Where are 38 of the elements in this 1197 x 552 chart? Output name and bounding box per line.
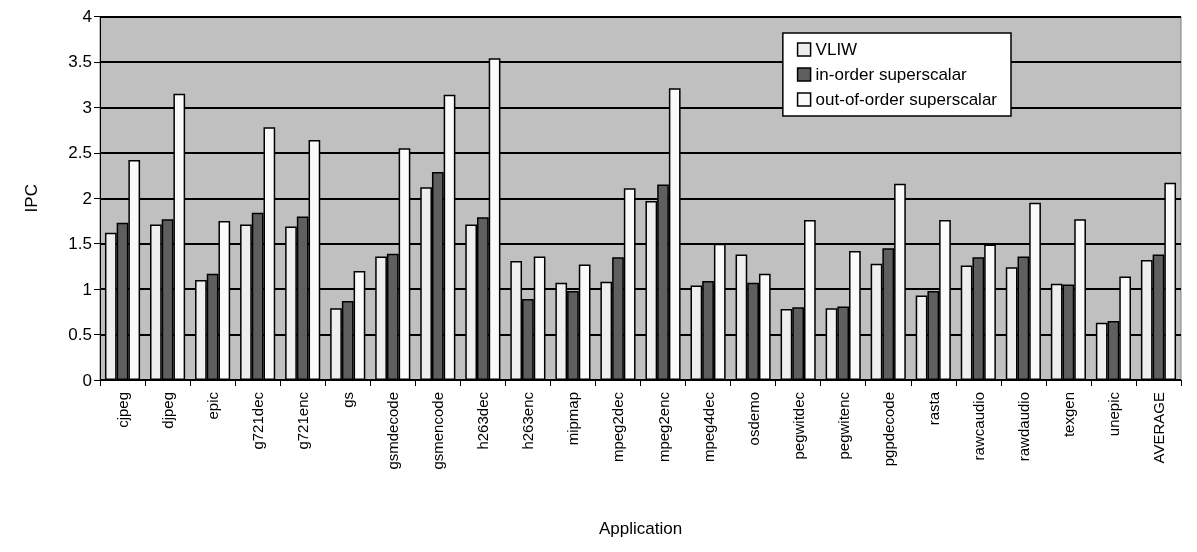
x-tick-label: mpeg4dec [699,391,717,463]
y-tick-label: 0.5 [68,325,92,345]
x-tick-label: unepic [1104,391,1122,437]
legend-label: in-order superscalar [815,65,968,84]
x-tick-label: g721dec [249,391,267,450]
y-tick-label: 0 [82,370,92,390]
x-tick-label: texgen [1059,392,1077,438]
y-tick-label: 3.5 [68,52,92,72]
x-tick-label: pegwitdec [789,391,807,460]
x-tick-label: h263enc [519,391,537,450]
x-tick-label: osdemo [744,392,762,446]
x-tick-label: djpeg [159,392,177,429]
x-axis-title: Application [598,519,683,538]
y-tick-label: 1.5 [68,234,92,254]
x-tick-label: g721enc [294,391,312,450]
x-tick-label: rasta [924,391,942,426]
x-tick-label: epic [204,391,222,420]
x-tick-label: gs [339,392,357,408]
legend-label: out-of-order superscalar [815,90,998,109]
x-tick-label: AVERAGE [1149,392,1167,464]
x-tick-label: pegwitenc [834,391,852,460]
y-tick-label: 2 [82,188,92,208]
y-axis-title: IPC [22,184,41,213]
x-tick-label: cjpeg [114,392,132,428]
x-tick-label: gsmencode [429,392,447,470]
x-tick-label: rawdaudio [1014,392,1032,462]
legend-label: VLIW [815,40,858,59]
y-tick-label: 4 [82,7,92,26]
x-tick-label: pgpdecode [879,392,897,467]
x-tick-label: mipmap [564,392,582,446]
y-tick-label: 1 [82,279,92,299]
y-tick-label: 3 [82,97,92,117]
x-tick-label: rawcaudio [969,392,987,461]
x-tick-label: gsmdecode [384,392,402,470]
x-tick-label: mpeg2dec [609,391,627,463]
y-tick-label: 2.5 [68,143,92,163]
x-tick-label: mpeg2enc [654,391,672,463]
x-tick-label: h263dec [474,391,492,450]
